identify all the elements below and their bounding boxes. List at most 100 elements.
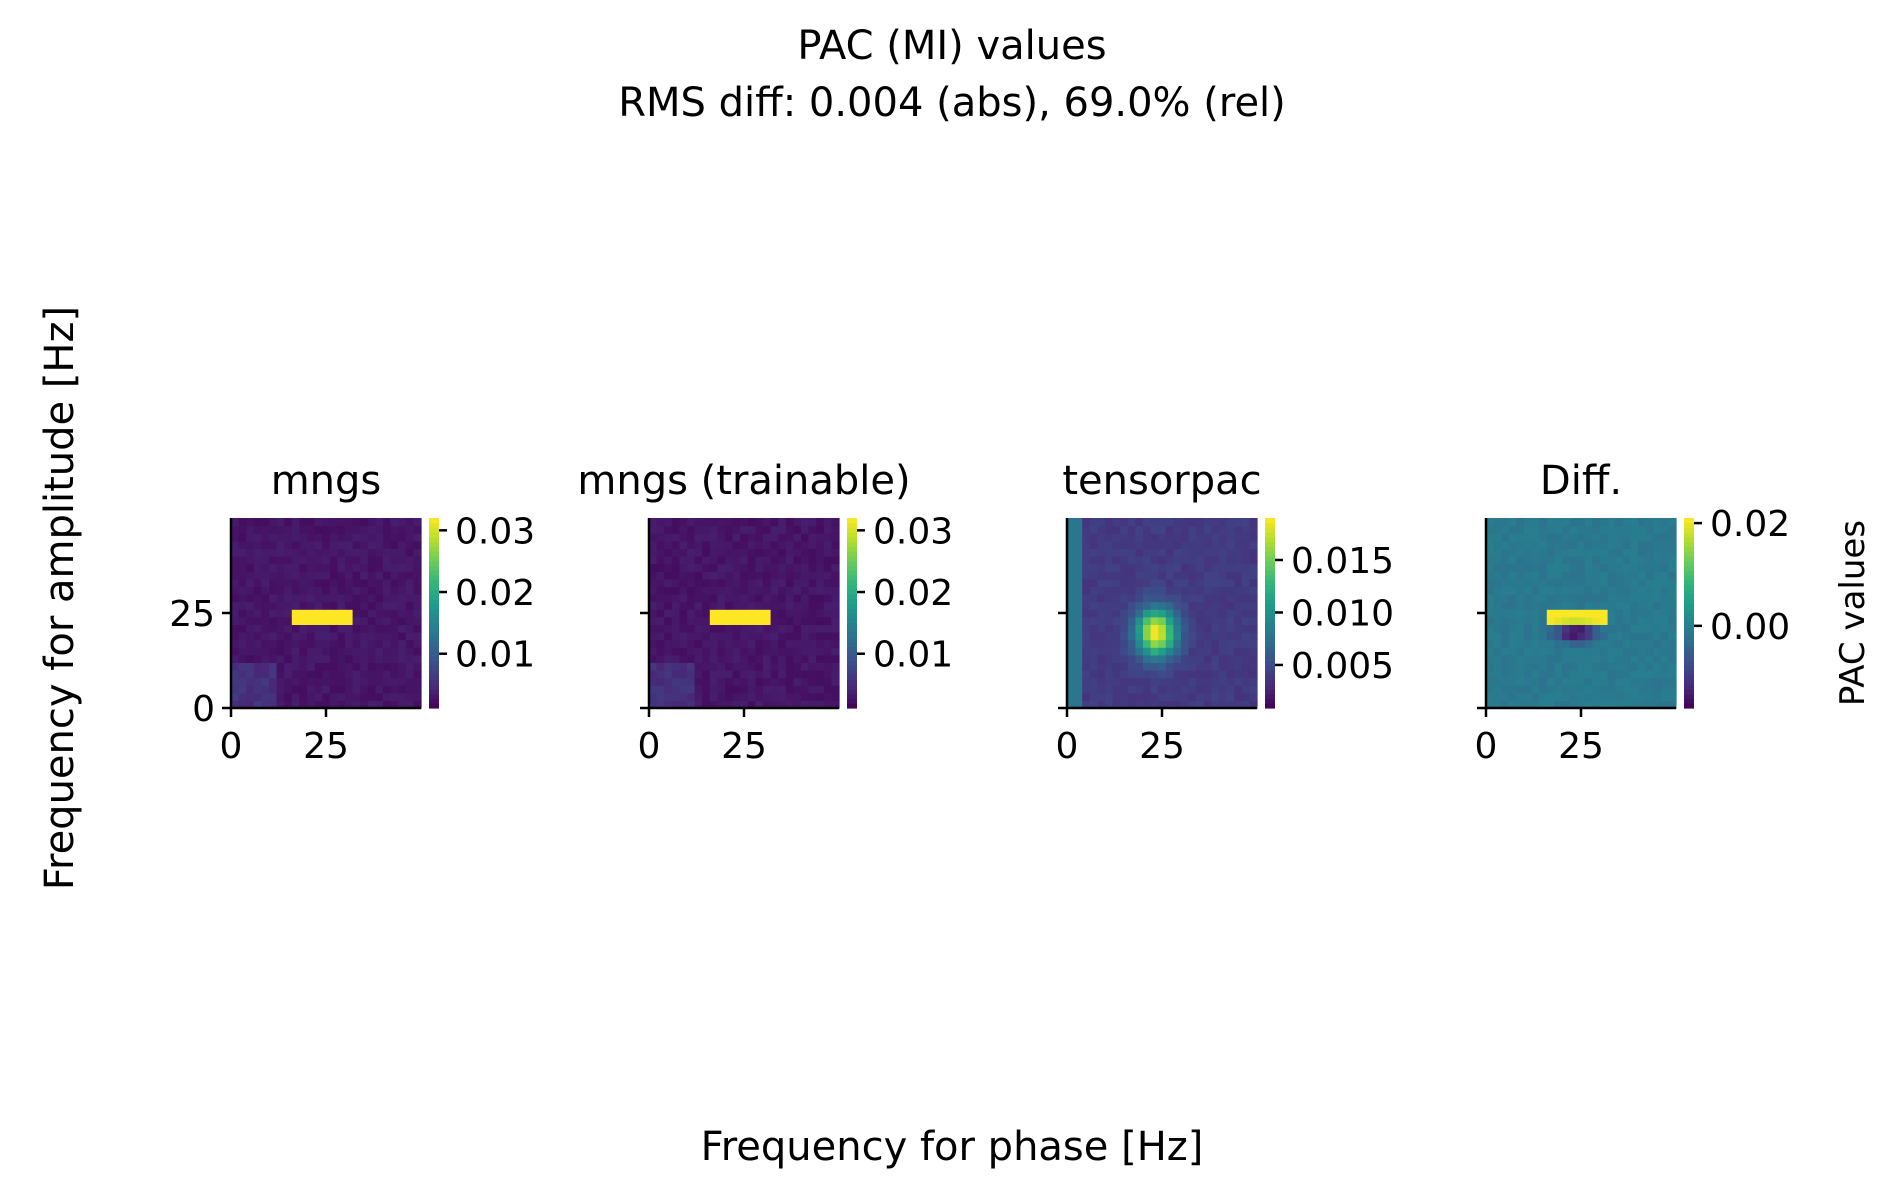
heatmap-cell [1105, 563, 1114, 572]
heatmap-cell [725, 662, 734, 671]
heatmap-cell [1234, 662, 1243, 671]
heatmap-cell [1592, 548, 1601, 557]
heatmap-cell [1516, 586, 1525, 595]
heatmap-cell [763, 616, 772, 625]
heatmap-cell [1067, 586, 1076, 595]
colorbar-segment [429, 665, 439, 671]
heatmap-cell [405, 556, 414, 565]
heatmap-cell [1638, 525, 1647, 534]
heatmap-cell [1112, 700, 1121, 709]
heatmap-cell [390, 518, 399, 527]
heatmap-cell [352, 700, 361, 709]
heatmap-cell [664, 639, 673, 648]
heatmap-cell [1219, 654, 1228, 663]
heatmap-cell [284, 639, 293, 648]
heatmap-cell [1562, 662, 1571, 671]
heatmap-cell [1630, 594, 1639, 603]
heatmap-cell [238, 586, 247, 595]
heatmap-cell [725, 540, 734, 549]
heatmap-cell [694, 662, 703, 671]
heatmap-cell [314, 556, 323, 565]
colorbar-segment [429, 584, 439, 590]
heatmap-cell [1241, 662, 1250, 671]
heatmap-cell [1653, 540, 1662, 549]
heatmap-cell [1562, 692, 1571, 701]
heatmap-cell [1630, 677, 1639, 686]
heatmap-cell [1112, 692, 1121, 701]
heatmap-cell [337, 654, 346, 663]
heatmap-cell [793, 670, 802, 679]
heatmap-cell [1196, 563, 1205, 572]
heatmap-cell [307, 632, 316, 641]
heatmap-cell [1196, 654, 1205, 663]
heatmap-cell [1203, 533, 1212, 542]
heatmap-cell [1546, 647, 1555, 656]
colorbar-segment [1265, 670, 1275, 676]
heatmap-cell [1569, 685, 1578, 694]
heatmap-cell [314, 609, 323, 618]
heatmap-cell [732, 578, 741, 587]
heatmap-cell [770, 647, 779, 656]
heatmap-cell [1554, 556, 1563, 565]
heatmap-cell [755, 563, 764, 572]
heatmap-cell [1234, 586, 1243, 595]
heatmap-cell [314, 685, 323, 694]
heatmap-cell [314, 533, 323, 542]
heatmap-cell [1074, 632, 1083, 641]
heatmap-cell [1067, 700, 1076, 709]
colorbar-tick-label: 0.03 [873, 511, 953, 552]
heatmap-cell [383, 578, 392, 587]
heatmap-cell [1660, 563, 1669, 572]
heatmap-cell [1638, 594, 1647, 603]
colorbar-segment [1684, 518, 1694, 524]
heatmap-cell [1638, 639, 1647, 648]
heatmap-cell [246, 518, 255, 527]
heatmap-cell [299, 540, 308, 549]
heatmap-cell [1249, 685, 1258, 694]
heatmap-cell [322, 639, 331, 648]
heatmap-cell [1508, 540, 1517, 549]
heatmap-cell [770, 556, 779, 565]
heatmap-cell [1493, 647, 1502, 656]
heatmap-cell [717, 677, 726, 686]
heatmap-cell [709, 685, 718, 694]
heatmap-cell [1112, 563, 1121, 572]
heatmap-cell [1622, 700, 1631, 709]
heatmap-cell [261, 609, 270, 618]
heatmap-cell [1211, 601, 1220, 610]
heatmap-cell [345, 571, 354, 580]
heatmap-cell [649, 563, 658, 572]
heatmap-cell [276, 692, 285, 701]
heatmap-cell [1074, 654, 1083, 663]
heatmap-cell [231, 677, 240, 686]
heatmap-cell [831, 632, 840, 641]
heatmap-cell [375, 692, 384, 701]
heatmap-cell [375, 594, 384, 603]
heatmap-cell [1539, 662, 1548, 671]
heatmap-cell [1219, 525, 1228, 534]
heatmap-cell [253, 700, 262, 709]
heatmap-cell [732, 616, 741, 625]
heatmap-cell [801, 578, 810, 587]
heatmap-cell [1486, 616, 1495, 625]
heatmap-cell [253, 556, 262, 565]
heatmap-cell [367, 586, 376, 595]
heatmap-cell [398, 540, 407, 549]
heatmap-cell [329, 670, 338, 679]
heatmap-cell [1622, 533, 1631, 542]
colorbar-tick-label: 0.01 [455, 635, 535, 676]
heatmap-cell [375, 525, 384, 534]
heatmap-cell [671, 556, 680, 565]
heatmap-cell [1089, 639, 1098, 648]
heatmap-cell [1158, 563, 1167, 572]
heatmap-cell [740, 692, 749, 701]
heatmap-cell [1203, 685, 1212, 694]
heatmap-cell [238, 540, 247, 549]
heatmap-cell [656, 533, 665, 542]
heatmap-cell [261, 571, 270, 580]
colorbar-segment [1265, 575, 1275, 581]
heatmap-cell [1165, 647, 1174, 656]
heatmap-cell [679, 677, 688, 686]
heatmap-cell [329, 518, 338, 527]
heatmap-cell [785, 632, 794, 641]
